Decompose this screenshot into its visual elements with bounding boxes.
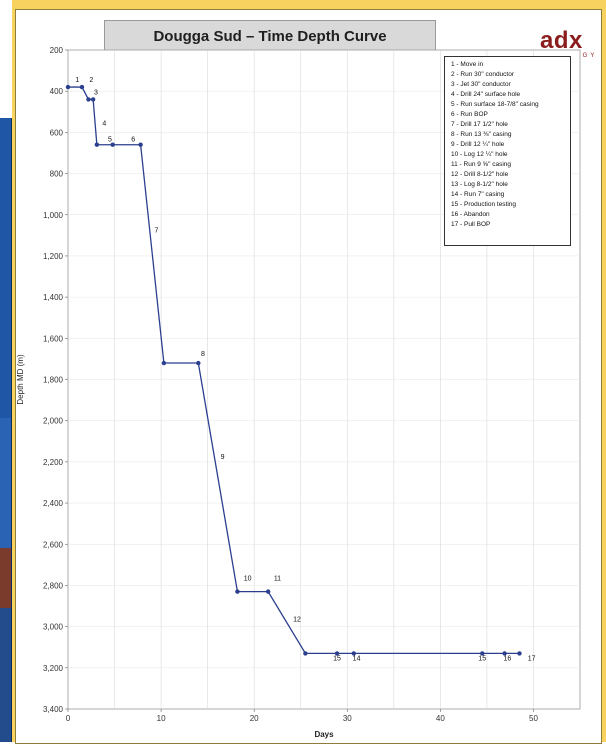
x-tick-label: 30 [343, 714, 352, 723]
data-point [161, 360, 167, 366]
legend-item: 17 - Pull BOP [451, 221, 491, 228]
data-point [334, 651, 340, 656]
data-point [303, 651, 308, 656]
point-annotation: 1 [75, 77, 79, 84]
x-tick-label: 50 [529, 714, 538, 723]
data-point [86, 97, 91, 102]
y-tick-label: 1,400 [43, 293, 64, 302]
legend-item: 14 - Run 7" casing [451, 191, 505, 198]
point-annotation: 9 [221, 454, 225, 461]
point-annotation: 7 [154, 227, 158, 234]
data-point [138, 142, 143, 147]
point-annotation: 5 [108, 137, 112, 144]
data-point [265, 589, 271, 594]
point-annotation: 8 [201, 351, 205, 358]
point-annotation: 12 [293, 617, 301, 624]
x-tick-label: 10 [157, 714, 166, 723]
point-annotation: 14 [353, 656, 361, 663]
y-tick-label: 2,800 [43, 581, 64, 590]
y-tick-label: 3,000 [43, 623, 64, 632]
legend-item: 10 - Log 12 ¼" hole [451, 151, 508, 158]
legend-item: 2 - Run 30" conductor [451, 71, 515, 78]
legend-item: 6 - Run BOP [451, 111, 488, 118]
y-tick-label: 800 [50, 170, 64, 179]
y-tick-label: 2,400 [43, 499, 64, 508]
point-annotation: 4 [102, 120, 106, 127]
data-point [502, 651, 507, 656]
legend-item: 9 - Drill 12 ¼" hole [451, 141, 505, 148]
y-tick-label: 2,200 [43, 458, 64, 467]
data-point [196, 360, 201, 366]
x-axis-title: Days [314, 730, 334, 739]
legend-item: 15 - Production testing [451, 201, 517, 208]
y-tick-label: 1,000 [43, 211, 64, 220]
y-tick-label: 400 [50, 87, 64, 96]
chart-legend: 1 - Move in 2 - Run 30" conductor 3 - Jet … [444, 56, 571, 246]
logo-wordmark: adx [540, 27, 583, 54]
legend-item: 8 - Run 13 ⅜" casing [451, 131, 512, 138]
data-point [517, 651, 522, 656]
legend-item: 4 - Drill 24" surface hole [451, 91, 521, 98]
legend-item: 3 - Jet 30" conductor [451, 81, 511, 88]
data-point [94, 142, 100, 147]
legend-item: 7 - Drill 17 1/2" hole [451, 121, 508, 128]
y-tick-label: 1,200 [43, 252, 64, 261]
point-annotation: 17 [528, 656, 536, 663]
point-annotation: 2 [89, 77, 93, 84]
legend-item: 1 - Move in [451, 61, 484, 68]
point-annotation: 10 [244, 575, 252, 582]
y-tick-label: 3,200 [43, 664, 64, 673]
legend-item: 5 - Run surface 18-7/8" casing [451, 101, 539, 108]
y-tick-label: 200 [50, 46, 64, 55]
x-tick-label: 20 [250, 714, 259, 723]
point-annotation: 16 [503, 656, 511, 663]
data-point [65, 84, 71, 90]
chart-title: Dougga Sud – Time Depth Curve [153, 27, 387, 45]
point-annotation: 6 [131, 137, 135, 144]
y-tick-label: 3,400 [43, 705, 64, 714]
y-tick-label: 2,600 [43, 540, 64, 549]
legend-item: 16 - Abandon [451, 211, 490, 218]
y-tick-label: 2,000 [43, 417, 64, 426]
legend-item: 12 - Drill 8-1/2" hole [451, 171, 509, 178]
y-axis-title: Depth MD (m) [16, 354, 25, 405]
point-annotation: 3 [94, 89, 98, 96]
legend-item: 11 - Run 9 ⅝" casing [451, 161, 511, 168]
x-tick-label: 0 [66, 714, 71, 723]
point-annotation: 15 [333, 656, 341, 663]
point-annotation: 11 [274, 575, 281, 582]
chart-title-box: Dougga Sud – Time Depth Curve [104, 20, 436, 52]
y-tick-label: 1,800 [43, 376, 64, 385]
data-point [110, 142, 115, 147]
data-point [480, 651, 485, 656]
point-annotation: 15 [478, 656, 486, 663]
data-point [79, 84, 85, 90]
data-point [90, 97, 96, 102]
data-point [351, 651, 356, 656]
x-tick-label: 40 [436, 714, 445, 723]
data-point [235, 589, 240, 594]
y-tick-label: 1,600 [43, 334, 64, 343]
legend-item: 13 - Log 8-1/2" hole [451, 181, 508, 188]
y-tick-label: 600 [50, 128, 64, 137]
